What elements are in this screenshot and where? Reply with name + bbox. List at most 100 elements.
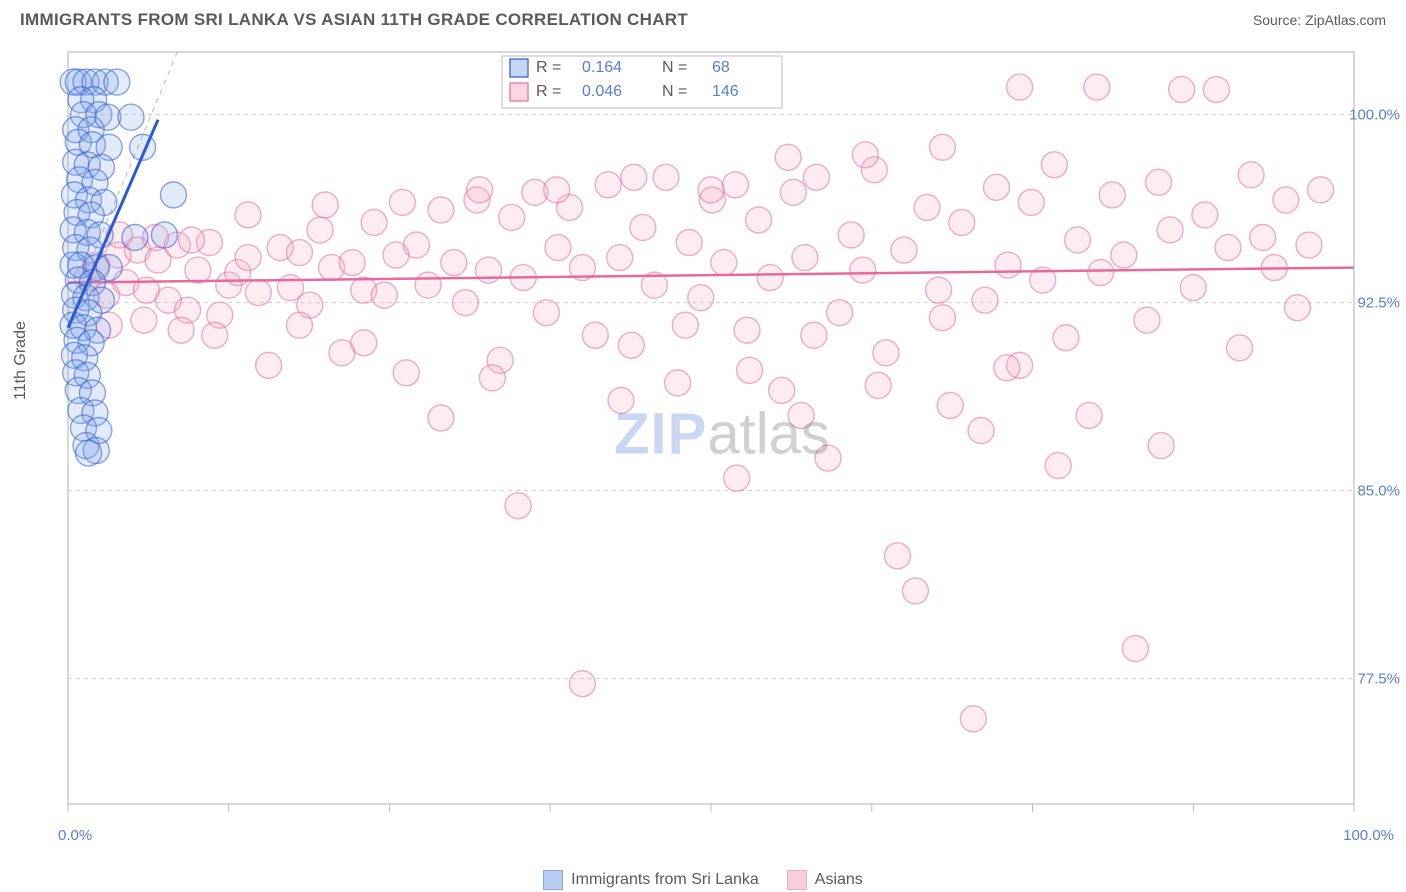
data-point [949, 209, 975, 235]
data-point [1148, 433, 1174, 459]
data-point [286, 240, 312, 266]
data-point [676, 230, 702, 256]
data-point [929, 134, 955, 160]
data-point [1203, 77, 1229, 103]
data-point [404, 232, 430, 258]
data-point [926, 277, 952, 303]
data-point [607, 245, 633, 271]
data-point [312, 192, 338, 218]
data-point [608, 387, 634, 413]
svg-text:0.046: 0.046 [582, 83, 622, 100]
x-tick-max: 100.0% [1343, 827, 1394, 844]
stat-legend: R =0.164N =68R =0.046N =146 [502, 56, 782, 108]
data-point [441, 250, 467, 276]
svg-text:0.164: 0.164 [582, 59, 622, 76]
svg-text:N =: N = [662, 83, 687, 100]
data-point [545, 235, 571, 261]
data-point [960, 706, 986, 732]
data-point [902, 578, 928, 604]
data-point [983, 174, 1009, 200]
data-point [972, 287, 998, 313]
data-point [1146, 169, 1172, 195]
svg-text:R =: R = [536, 83, 561, 100]
data-point [235, 245, 261, 271]
data-point [178, 227, 204, 253]
x-tick-min: 0.0% [58, 827, 92, 844]
data-point [724, 465, 750, 491]
data-point [1122, 636, 1148, 662]
legend-label: Immigrants from Sri Lanka [571, 871, 759, 889]
data-point [968, 418, 994, 444]
data-point [544, 177, 570, 203]
data-point [891, 237, 917, 263]
y-tick-label: 77.5% [1357, 670, 1400, 687]
data-point [307, 217, 333, 243]
data-point [937, 392, 963, 418]
legend-item-asians: Asians [787, 870, 863, 890]
data-point [1045, 453, 1071, 479]
chart-title: IMMIGRANTS FROM SRI LANKA VS ASIAN 11TH … [20, 10, 688, 30]
data-point [76, 440, 102, 466]
data-point [533, 300, 559, 326]
data-point [1169, 77, 1195, 103]
data-point [914, 194, 940, 220]
data-point [118, 104, 144, 130]
data-point [95, 104, 121, 130]
data-point [995, 252, 1021, 278]
data-point [618, 332, 644, 358]
data-point [1296, 232, 1322, 258]
data-point [803, 164, 829, 190]
data-point [1192, 202, 1218, 228]
data-point [245, 280, 271, 306]
data-point [122, 224, 148, 250]
data-point [393, 360, 419, 386]
data-point [151, 222, 177, 248]
data-point [884, 543, 910, 569]
data-point [202, 322, 228, 348]
data-point [852, 142, 878, 168]
data-point [621, 164, 647, 190]
data-point [479, 365, 505, 391]
data-point [1065, 227, 1091, 253]
data-point [1227, 335, 1253, 361]
data-point [1088, 260, 1114, 286]
data-point [653, 164, 679, 190]
data-point [235, 202, 261, 228]
data-point [838, 222, 864, 248]
data-point [1053, 325, 1079, 351]
data-point [361, 209, 387, 235]
data-point [452, 290, 478, 316]
y-tick-label: 100.0% [1349, 106, 1400, 123]
data-point [1157, 217, 1183, 243]
data-point [1084, 74, 1110, 100]
data-point [734, 317, 760, 343]
data-point [1180, 275, 1206, 301]
data-point [104, 69, 130, 95]
legend-swatch [787, 870, 807, 890]
data-point [1076, 402, 1102, 428]
data-point [1018, 189, 1044, 215]
data-point [688, 285, 714, 311]
data-point [1284, 295, 1310, 321]
data-point [160, 182, 186, 208]
data-point [698, 177, 724, 203]
legend-item-srilanka: Immigrants from Sri Lanka [543, 870, 759, 890]
chart-svg: R =0.164N =68R =0.046N =146 [52, 44, 1392, 824]
data-point [371, 282, 397, 308]
data-point [1215, 235, 1241, 261]
data-point [582, 322, 608, 348]
data-point [286, 312, 312, 338]
data-point [499, 204, 525, 230]
data-point [994, 355, 1020, 381]
y-axis-label: 11th Grade [12, 321, 30, 400]
svg-text:R =: R = [536, 59, 561, 76]
data-point [1099, 182, 1125, 208]
data-point [630, 214, 656, 240]
plot-area: R =0.164N =68R =0.046N =146 ZIPatlas [52, 44, 1392, 824]
data-point [769, 377, 795, 403]
data-point [780, 179, 806, 205]
data-point [1041, 152, 1067, 178]
data-point [1111, 242, 1137, 268]
data-point [788, 402, 814, 428]
data-point [1273, 187, 1299, 213]
